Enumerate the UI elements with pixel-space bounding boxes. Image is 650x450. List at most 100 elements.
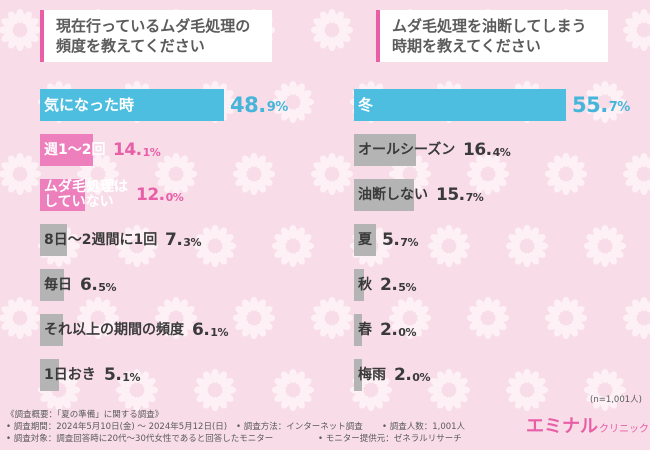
flower-decoration [623,9,650,51]
bar-value-label: 2. 0% [380,314,416,346]
flower-decoration [389,297,431,339]
right-question-text: ムダ毛処理を油断してしまう 時期を教えてください [392,17,587,55]
bar [354,179,414,211]
bar-value-label: 5. 1% [104,359,140,391]
bar-row: それ以上の期間の頻度 6. 1% [40,314,340,346]
bar-category-label: 毎日 [44,276,72,293]
bar [354,314,362,346]
value-decimal: 5% [398,280,416,294]
value-decimal: 9% [266,99,289,115]
flower-decoration [272,225,314,267]
value-decimal: 1% [210,325,228,339]
flower-decoration [584,369,626,411]
footnote-provider: • モニター提供元：ゼネラルリサーチ [318,434,462,444]
bar-category-label: 気になった時 [44,95,135,114]
value-decimal: 0% [412,370,430,384]
bar-value-label: 6. 5% [80,269,116,301]
value-decimal: 5% [98,280,116,294]
bar-row: 梅雨 2. 0% [354,359,650,391]
bar-value-label: 7. 3% [165,224,201,256]
bar-row: 冬 55. 7% [354,89,650,121]
footnote-method: • 調査方法：インターネット調査 [236,422,363,432]
flower-decoration [194,369,236,411]
value-decimal: 1% [122,370,140,384]
value-decimal: 4% [492,145,511,159]
value-decimal: 7% [608,99,631,115]
bar-category-label: オールシーズン [358,141,456,158]
flower-decoration [0,9,41,51]
bar-row: 1日おき 5. 1% [40,359,340,391]
bar [40,89,224,121]
flower-decoration [272,81,314,123]
value-number: 12. [136,185,165,205]
left-question-text: 現在行っているムダ毛処理の 頻度を教えてください [56,17,251,55]
sample-size: (n=1,001人) [590,395,642,405]
right-question-box: ムダ毛処理を油断してしまう 時期を教えてください [376,10,608,62]
flower-decoration [506,225,548,267]
flower-decoration [545,297,587,339]
bar-row: 秋 2. 5% [354,269,650,301]
flower-decoration [77,297,119,339]
bar-row: 週1〜2回 14. 1% [40,134,340,166]
value-number: 5. [382,230,400,250]
bar-category-label: 春 [358,321,372,338]
flower-decoration [0,297,41,339]
logo-main: エミナル [526,416,598,437]
bar-value-label: 12. 0% [136,179,184,211]
bar-value-label: 15. 7% [436,179,484,211]
bar [354,89,566,121]
bar [40,269,64,301]
value-number: 2. [380,275,398,295]
footnote-count: • 調査人数：1,001人 [382,422,466,432]
bar-category-label: 1日おき [44,366,96,383]
flower-decoration [428,225,470,267]
bar [40,224,67,256]
bar-category-label: 秋 [358,276,372,293]
bar-row: 春 2. 0% [354,314,650,346]
value-number: 48. [230,93,266,117]
value-number: 15. [436,185,465,205]
bar-value-label: 2. 0% [394,359,430,391]
bar [354,224,376,256]
bar-row: オールシーズン 16. 4% [354,134,650,166]
value-decimal: 7% [400,235,418,249]
value-number: 55. [572,93,608,117]
flower-decoration [194,225,236,267]
value-number: 5. [104,365,122,385]
bar-value-label: 16. 4% [463,134,511,166]
value-number: 2. [380,320,398,340]
bar [354,269,364,301]
flower-decoration [467,153,509,195]
bar-category-label: ムダ毛処理は していない [44,179,128,210]
flower-decoration [272,369,314,411]
flower-decoration [467,297,509,339]
flower-decoration [233,297,275,339]
value-decimal: 0% [398,325,416,339]
bar-category-label: 梅雨 [358,366,386,383]
bar-row: 夏 5. 7% [354,224,650,256]
logo-sub: クリニック [599,424,649,435]
flower-decoration [233,153,275,195]
flower-decoration [428,369,470,411]
bar-category-label: 夏 [358,231,372,248]
value-number: 7. [165,230,183,250]
flower-decoration [0,153,41,195]
flower-decoration [311,297,353,339]
value-number: 16. [463,140,492,160]
flower-decoration [584,225,626,267]
flower-decoration [155,153,197,195]
bar-row: 油断しない 15. 7% [354,179,650,211]
flower-decoration [116,369,158,411]
value-decimal: 1% [142,145,161,159]
value-decimal: 3% [183,235,201,249]
bar-value-label: 5. 7% [382,224,418,256]
bar-category-label: 油断しない [358,186,428,203]
footnote-target: • 調査対象：調査回答時に20代〜30代女性であると回答したモニター [6,434,274,444]
bar-value-label: 6. 1% [192,314,228,346]
flower-decoration [584,81,626,123]
flower-decoration [311,9,353,51]
value-decimal: 7% [465,190,484,204]
footnote-period: • 調査期間：2024年5月10日(金) 〜 2024年5月12日(日) [6,422,228,432]
bar-value-label: 2. 5% [380,269,416,301]
